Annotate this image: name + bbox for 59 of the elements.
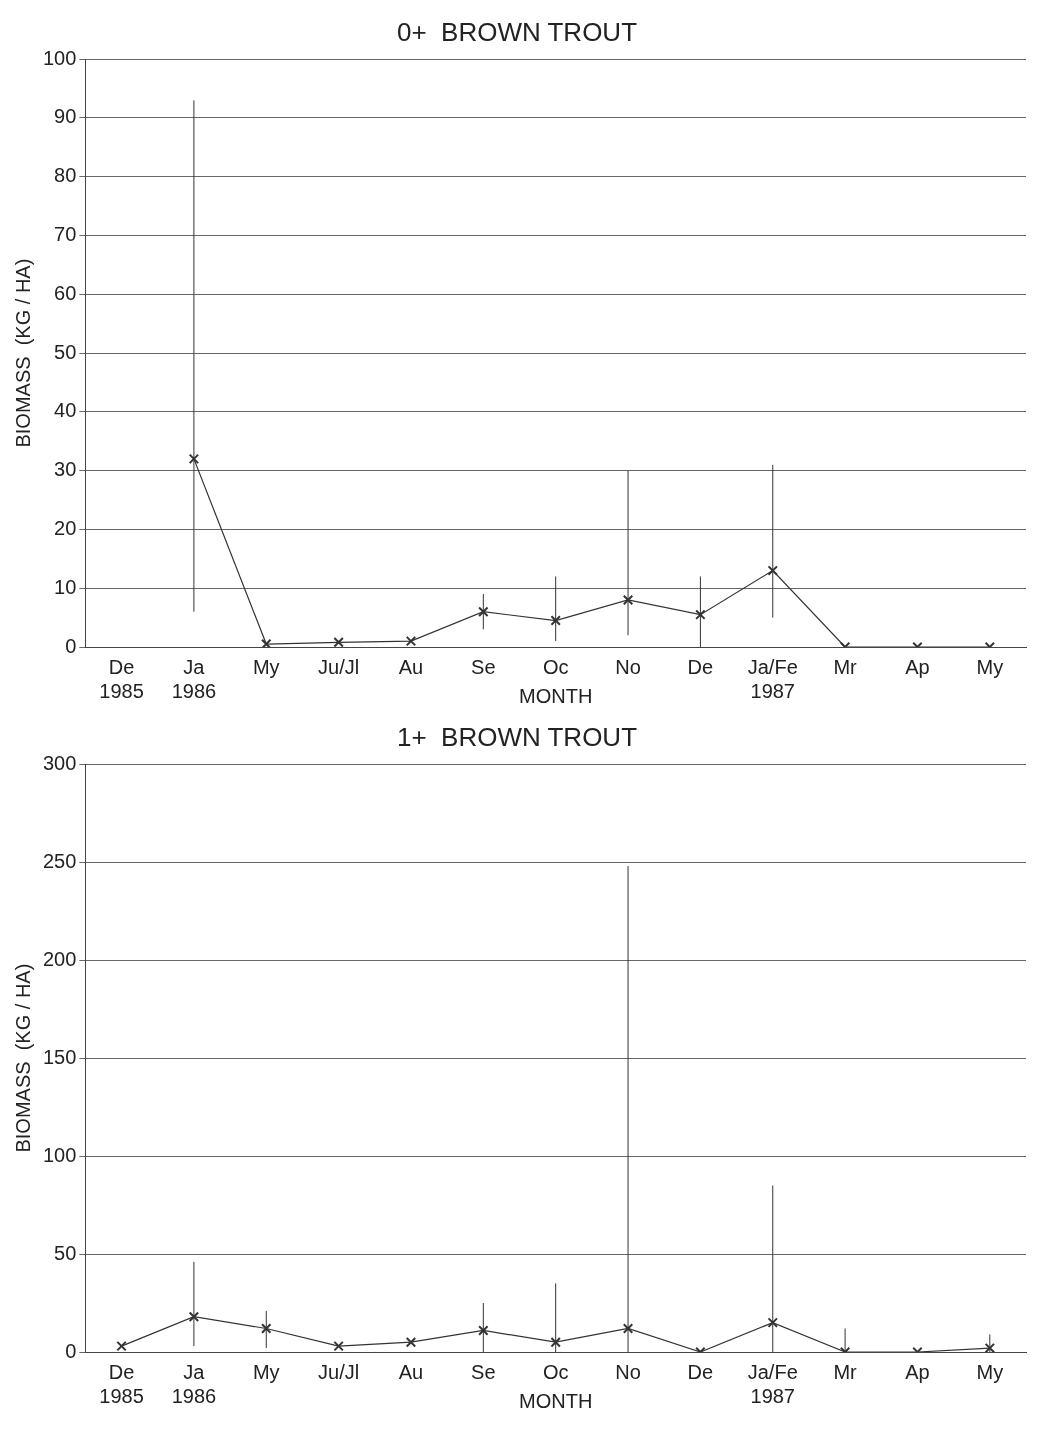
x-tick-label: No	[615, 655, 641, 678]
x-tick-label: Ja/Fe 1987	[747, 1360, 798, 1407]
x-tick-label: My	[252, 1360, 280, 1383]
y-tick-label: 200	[42, 947, 77, 970]
point	[622, 594, 634, 606]
x-tick-label: Se	[471, 655, 496, 678]
x-tick-label: My	[252, 655, 280, 678]
x-tick-label: Oc	[542, 1360, 569, 1383]
y-tick-label: 80	[54, 164, 77, 187]
x-tick-label: De 1985	[99, 655, 144, 702]
y-tick-label: 0	[65, 634, 77, 657]
point	[550, 615, 561, 626]
x-tick-label: Ju/Jl	[318, 655, 360, 678]
x-tick-label: Ap	[905, 655, 930, 678]
point	[405, 635, 417, 647]
y-tick-label: 100	[42, 1143, 77, 1166]
y-tick-label: 60	[54, 281, 77, 304]
x-axis-title: MONTH	[519, 684, 593, 707]
x-tick-label: Oc	[542, 655, 569, 678]
x-tick-label: Se	[471, 1360, 496, 1383]
x-axis-title: MONTH	[519, 1389, 593, 1412]
y-tick-label: 10	[54, 575, 77, 598]
point	[188, 453, 200, 465]
x-tick-label: Ju/Jl	[318, 1360, 360, 1383]
y-tick-label: 150	[42, 1045, 77, 1068]
y-tick-label: 300	[42, 751, 77, 774]
y-tick-label: 0	[65, 1339, 77, 1362]
y-tick-label: 70	[54, 223, 77, 246]
y-axis-title: BIOMASS (KG / HA)	[11, 963, 34, 1153]
x-tick-label: Mr	[833, 655, 858, 678]
x-tick-label: De	[687, 1360, 714, 1383]
point	[261, 638, 272, 647]
y-tick-label: 100	[42, 46, 77, 69]
y-tick-label: 250	[42, 849, 77, 872]
chart-title: 0+ BROWN TROUT	[396, 16, 638, 47]
point	[333, 637, 344, 647]
x-tick-label: Ja 1986	[171, 655, 217, 702]
x-tick-label: Ap	[905, 1360, 930, 1383]
x-tick-label: Au	[398, 655, 424, 678]
point	[695, 609, 706, 620]
y-axis-title: BIOMASS (KG / HA)	[11, 258, 34, 448]
y-tick-label: 40	[54, 399, 77, 422]
y-tick-label: 50	[54, 340, 77, 363]
x-tick-label: My	[976, 1360, 1004, 1383]
y-tick-label: 20	[54, 516, 77, 539]
x-tick-label: Ja/Fe 1987	[747, 655, 798, 702]
point	[767, 565, 778, 576]
x-tick-label: Au	[398, 1360, 424, 1383]
y-tick-label: 50	[54, 1241, 77, 1264]
point	[478, 606, 489, 617]
x-tick-label: De	[687, 655, 714, 678]
y-tick-label: 30	[54, 458, 77, 481]
y-tick-label: 90	[54, 105, 77, 128]
x-tick-label: Ja 1986	[171, 1360, 217, 1407]
x-tick-label: De 1985	[99, 1360, 144, 1407]
x-tick-label: No	[615, 1360, 641, 1383]
chart-title: 1+ BROWN TROUT	[396, 721, 638, 752]
x-tick-label: My	[976, 655, 1004, 678]
x-tick-label: Mr	[833, 1360, 858, 1383]
